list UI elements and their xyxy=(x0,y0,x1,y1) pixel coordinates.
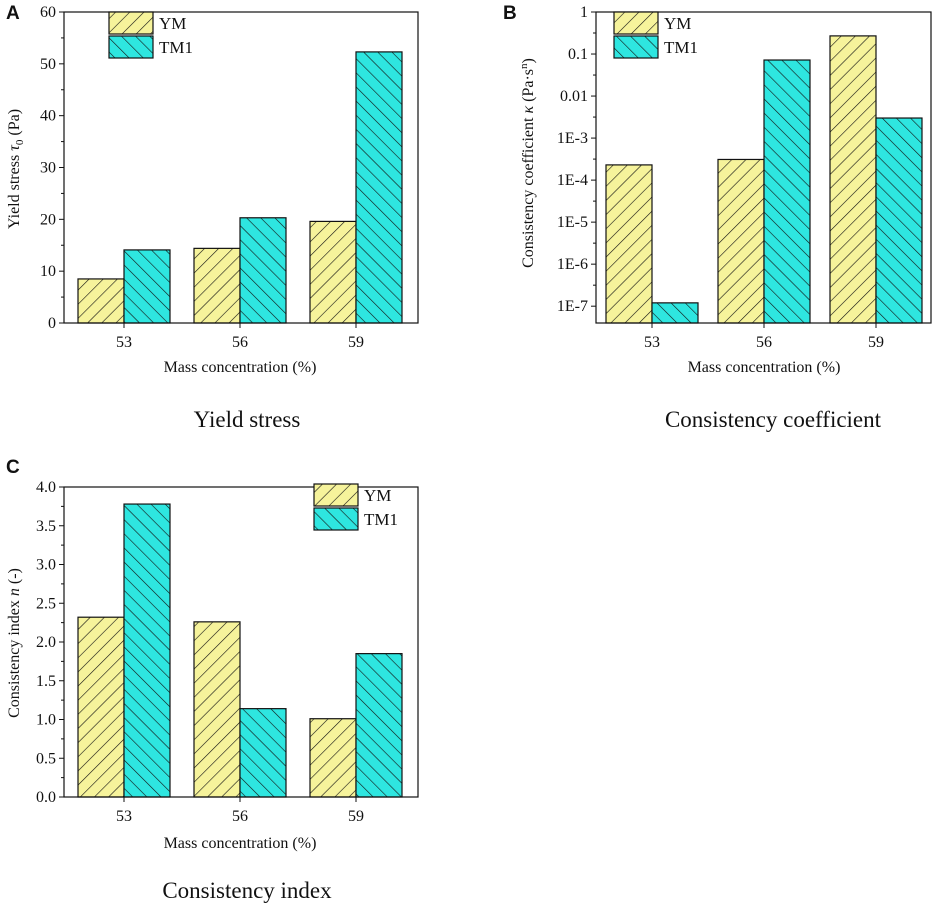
panel-a: A 53 56 59 0 10 20 30 40 50 60 YM TM1 Mass concentr… xyxy=(6,3,419,432)
x-axis-label: Mass concentration (%) xyxy=(688,359,841,376)
bar-tm1-53 xyxy=(651,302,699,324)
bar-tm1-56 xyxy=(763,59,811,324)
y-tick-label: 1.0 xyxy=(36,712,56,729)
y-tick-label: 40 xyxy=(40,108,56,125)
y-tick-label: 1E-3 xyxy=(557,130,588,147)
x-tick-label: 53 xyxy=(644,334,660,351)
bar-ym-53 xyxy=(605,164,653,324)
legend-label-ym: YM xyxy=(364,486,391,505)
x-tick-label: 53 xyxy=(116,808,132,825)
bar-tm1-56 xyxy=(239,708,287,798)
bar-tm1-53 xyxy=(123,249,171,324)
x-tick-label: 56 xyxy=(232,808,248,825)
y-tick-label: 10 xyxy=(40,263,56,280)
plot-area: 53 56 59 1E-7 1E-6 1E-5 1E-4 1E-3 0.01 0.1 1 YM TM1 xyxy=(557,4,932,351)
legend-swatch-tm1 xyxy=(108,35,154,59)
plot-frame xyxy=(63,486,419,798)
y-tick-label: 3.0 xyxy=(36,557,56,574)
y-tick-label: 1E-4 xyxy=(557,172,588,189)
y-tick-label: 0 xyxy=(48,315,56,332)
bar-ym-59 xyxy=(309,718,357,798)
legend-label-tm1: TM1 xyxy=(664,38,698,57)
bar-ym-53 xyxy=(77,616,125,798)
panel-caption: Yield stress xyxy=(194,407,301,432)
y-tick-label: 2.5 xyxy=(36,595,56,612)
bar-tm1-56 xyxy=(239,217,287,324)
bar-tm1-59 xyxy=(875,117,923,324)
bar-ym-56 xyxy=(717,158,765,324)
y-tick-label: 1.5 xyxy=(36,673,56,690)
legend-label-tm1: TM1 xyxy=(364,510,398,529)
legend-swatch-tm1 xyxy=(613,35,659,59)
y-axis-label: Yield stress τ0 (Pa) xyxy=(6,109,26,229)
x-tick-label: 56 xyxy=(232,334,248,351)
panel-caption: Consistency coefficient xyxy=(665,407,882,432)
y-axis-label: Consistency coefficient κ (Pa·sn) xyxy=(518,58,537,268)
y-tick-label: 0.01 xyxy=(560,88,588,105)
x-tick-label: 59 xyxy=(348,808,364,825)
y-tick-label: 1 xyxy=(580,4,588,21)
y-tick-label: 1E-6 xyxy=(557,256,588,273)
bar-tm1-59 xyxy=(355,653,403,798)
y-tick-label: 20 xyxy=(40,211,56,228)
bar-ym-56 xyxy=(193,247,241,324)
y-tick-label: 1E-7 xyxy=(557,298,588,315)
bar-ym-59 xyxy=(309,220,357,324)
panel-c: C 53 56 59 0.0 0.5 1.0 1.5 2.0 2.5 3.0 3.5 4.0 YM TM1… xyxy=(6,457,419,903)
plot-frame xyxy=(63,11,419,324)
legend-label-ym: YM xyxy=(159,14,186,33)
x-tick-label: 59 xyxy=(868,334,884,351)
bar-ym-59 xyxy=(829,35,877,324)
bar-ym-53 xyxy=(77,278,125,324)
y-tick-label: 30 xyxy=(40,160,56,177)
y-tick-label: 2.0 xyxy=(36,634,56,651)
y-tick-label: 4.0 xyxy=(36,479,56,496)
y-axis-label: Consistency index n (-) xyxy=(6,568,23,718)
legend-swatch-ym xyxy=(613,11,659,35)
plot-area: 53 56 59 0 10 20 30 40 50 60 YM TM1 xyxy=(40,4,419,351)
y-tick-label: 0.5 xyxy=(36,750,56,767)
panel-b: B 53 56 59 1E-7 1E-6 1E-5 1E-4 1E-3 0.01 0.1 1 YM TM… xyxy=(503,3,932,432)
y-tick-label: 0.0 xyxy=(36,789,56,806)
bar-ym-56 xyxy=(193,621,241,798)
y-tick-label: 60 xyxy=(40,4,56,21)
legend-label-tm1: TM1 xyxy=(159,38,193,57)
plot-area: 53 56 59 0.0 0.5 1.0 1.5 2.0 2.5 3.0 3.5 4.0 YM TM1 xyxy=(36,479,419,825)
y-tick-label: 50 xyxy=(40,56,56,73)
panel-letter: C xyxy=(6,457,20,478)
legend-swatch-ym xyxy=(108,11,154,35)
x-tick-label: 53 xyxy=(116,334,132,351)
y-tick-label: 0.1 xyxy=(568,46,588,63)
y-tick-label: 1E-5 xyxy=(557,214,588,231)
x-tick-label: 56 xyxy=(756,334,772,351)
x-tick-label: 59 xyxy=(348,334,364,351)
panel-letter: B xyxy=(503,3,517,24)
legend-swatch-ym xyxy=(313,483,359,507)
x-axis-label: Mass concentration (%) xyxy=(164,835,317,852)
legend-label-ym: YM xyxy=(664,14,691,33)
legend-swatch-tm1 xyxy=(313,507,359,531)
panel-caption: Consistency index xyxy=(162,878,332,903)
x-axis-label: Mass concentration (%) xyxy=(164,359,317,376)
panel-letter: A xyxy=(6,3,20,24)
bar-tm1-59 xyxy=(355,51,403,324)
y-tick-label: 3.5 xyxy=(36,518,56,535)
bar-tm1-53 xyxy=(123,503,171,798)
plot-frame xyxy=(595,11,932,324)
